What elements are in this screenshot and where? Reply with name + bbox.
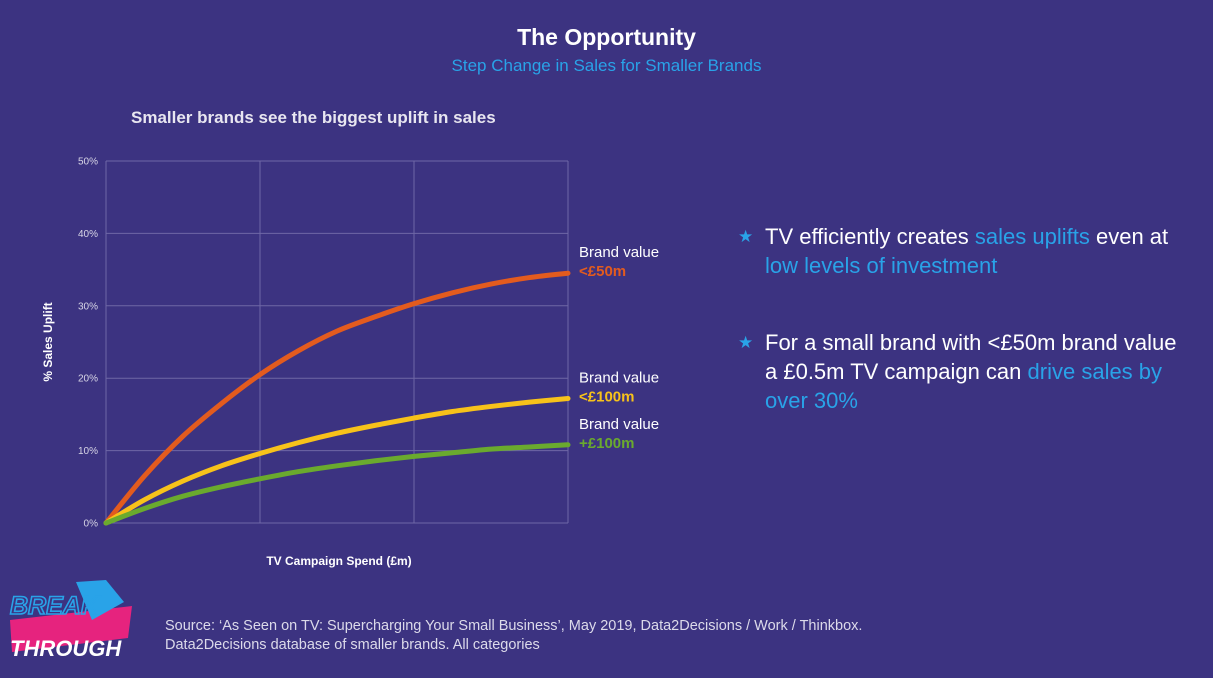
y-tick-label: 0% [84, 519, 99, 530]
highlight-text: low levels of investment [765, 253, 998, 278]
chart-series: Brand value <£50m Brand value <£100m Brand v… [103, 244, 659, 526]
y-tick-label: 40% [78, 229, 98, 240]
source-line-1: Source: ‘As Seen on TV: Supercharging Yo… [165, 618, 863, 634]
star-icon: ★ [738, 333, 754, 352]
series-label-value: <£50m [579, 263, 626, 280]
bullet-text: For a small brand with <£50m brand value… [765, 330, 1177, 384]
x-axis-label: TV Campaign Spend (£m) [266, 554, 411, 568]
series-line-1 [103, 395, 571, 526]
bullet-item: ★ TV efficiently creates sales uplifts ev… [738, 222, 1188, 280]
y-axis-label: % Sales Uplift [41, 302, 55, 381]
source-note: Source: ‘As Seen on TV: Supercharging Yo… [165, 617, 1165, 655]
series-label-heading: Brand value [579, 369, 659, 386]
logo-pink-band [10, 606, 132, 652]
chart-title: Smaller brands see the biggest uplift in… [131, 108, 496, 127]
logo-text-bottom: THROUGH [10, 636, 122, 661]
y-axis-ticks: 0% 10% 20% 30% 40% 50% [78, 157, 98, 530]
key-points: ★ TV efficiently creates sales uplifts ev… [738, 222, 1188, 463]
page-title: The Opportunity [517, 24, 696, 50]
series-label-heading: Brand value [579, 416, 659, 433]
series-label-value: +£100m [579, 435, 634, 452]
chart-grid [105, 160, 569, 524]
page-subtitle: Step Change in Sales for Smaller Brands [451, 56, 762, 75]
series-line-2 [103, 442, 571, 526]
series-line-0 [103, 270, 571, 526]
logo-cyan-shape [76, 580, 124, 620]
breakthrough-logo: BREAK THROUGH [9, 580, 132, 661]
highlight-text: drive sales by over 30% [765, 359, 1163, 413]
y-tick-label: 20% [78, 374, 98, 385]
y-tick-label: 50% [78, 157, 98, 168]
sales-uplift-chart: Smaller brands see the biggest uplift in… [41, 108, 659, 568]
y-tick-label: 10% [78, 446, 98, 457]
bullet-text: TV efficiently creates [765, 224, 975, 249]
logo-text-top: BREAK [10, 592, 101, 620]
y-tick-label: 30% [78, 301, 98, 312]
highlight-text: sales uplifts [974, 224, 1090, 249]
series-label-heading: Brand value [579, 244, 659, 261]
bullet-item: ★ For a small brand with <£50m brand valu… [738, 328, 1188, 415]
star-icon: ★ [738, 227, 754, 246]
series-label-value: <£100m [579, 388, 634, 405]
bullet-text: even at [1089, 224, 1169, 249]
source-line-2: Data2Decisions database of smaller brand… [165, 637, 540, 653]
